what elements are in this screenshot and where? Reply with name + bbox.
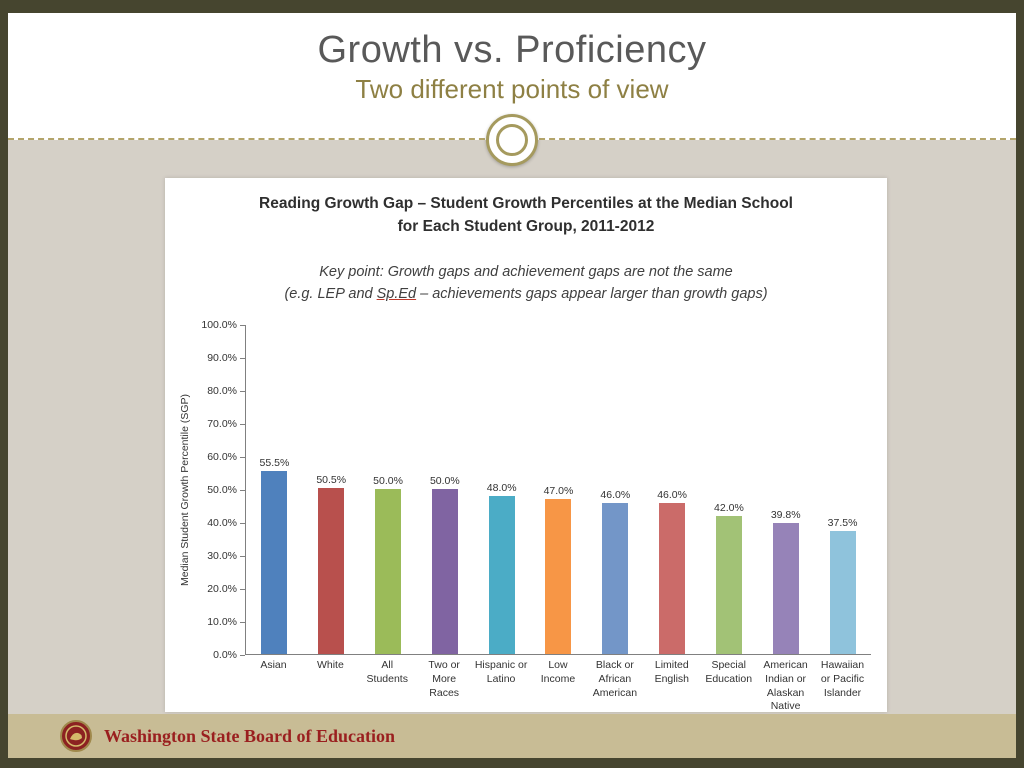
bar	[261, 471, 288, 655]
bar	[715, 515, 742, 655]
y-tick-mark	[240, 589, 245, 591]
bar-chart: Median Student Growth Percentile (SGP) 1…	[173, 319, 879, 714]
bar-group: 39.8%	[757, 325, 814, 655]
bar	[431, 489, 458, 655]
y-tick-mark	[240, 490, 245, 492]
category-label: White	[316, 659, 344, 672]
y-tick-mark	[240, 391, 245, 393]
keypoint-line2: (e.g. LEP and Sp.Ed – achievements gaps …	[173, 283, 879, 305]
bar-group: 48.0%	[473, 325, 530, 655]
y-tick-label: 90.0%	[207, 352, 237, 365]
keypoint-underlined-term: Sp.Ed	[376, 285, 417, 302]
bar-group: 47.0%	[530, 325, 587, 655]
bar-value-label: 39.8%	[770, 509, 801, 522]
wsbe-logo-icon	[60, 720, 92, 752]
y-tick-label: 80.0%	[207, 385, 237, 398]
bar	[659, 502, 686, 655]
bar-group: 50.0%	[360, 325, 417, 655]
circle-ornament-inner	[496, 124, 528, 156]
y-tick-label: 60.0%	[207, 451, 237, 464]
bar-group: 37.5%	[814, 325, 871, 655]
slide-content: Reading Growth Gap – Student Growth Perc…	[8, 140, 1016, 712]
bar-value-label: 50.0%	[429, 475, 460, 488]
bar-group: 46.0%	[587, 325, 644, 655]
category-label: Asian	[260, 659, 287, 672]
slide-title: Growth vs. Proficiency	[317, 29, 707, 71]
slide-footer: Washington State Board of Education	[8, 714, 1016, 758]
footer-org-name: Washington State Board of Education	[104, 725, 396, 746]
y-tick-mark	[240, 556, 245, 558]
category-label: Limited English	[654, 659, 690, 686]
bar-value-label: 48.0%	[486, 482, 517, 495]
category-axis: Asian White All Students Two or More Races H…	[245, 659, 871, 714]
category-label: Special Education	[705, 659, 753, 686]
y-tick-label: 20.0%	[207, 583, 237, 596]
bar-value-label: 46.0%	[600, 488, 631, 501]
bar-group: 55.5%	[246, 325, 303, 655]
chart-title-line2: for Each Student Group, 2011-2012	[397, 218, 655, 236]
y-tick-mark	[240, 457, 245, 459]
bar-value-label: 50.5%	[316, 473, 347, 486]
y-axis: 100.0% 90.0% 80.0% 70.0% 60.0% 50.0% 40.0% 30.0…	[197, 319, 245, 661]
bar	[772, 523, 799, 655]
bar-value-label: 50.0%	[373, 475, 403, 488]
category-label: Two or More Races	[428, 659, 460, 699]
y-tick-label: 70.0%	[207, 418, 237, 431]
category-label: American Indian or Alaskan Native	[763, 659, 808, 713]
circle-ornament	[486, 114, 538, 166]
y-tick-label: 30.0%	[207, 550, 237, 563]
y-tick-label: 50.0%	[207, 484, 237, 497]
bar-value-label: 46.0%	[657, 488, 687, 501]
bar-group: 50.0%	[416, 325, 473, 655]
bar-value-label: 47.0%	[543, 485, 574, 498]
category-label: Low Income	[540, 659, 576, 686]
chart-title: Reading Growth Gap – Student Growth Perc…	[173, 192, 879, 239]
slide: Growth vs. Proficiency Two different poi…	[8, 13, 1016, 758]
chart-keypoint: Key point: Growth gaps and achievement g…	[173, 261, 879, 306]
bar-value-label: 37.5%	[827, 516, 858, 529]
bar-group: 50.5%	[303, 325, 360, 655]
y-tick-label: 10.0%	[207, 616, 237, 629]
plot-area: 55.5% 50.5% 50.0% 50.0% 48.0% 47.0% 46.0% 46.0%…	[245, 325, 871, 656]
bar-value-label: 55.5%	[259, 457, 290, 470]
y-tick-mark	[240, 622, 245, 624]
keypoint-line2-post: – achievements gaps appear larger than g…	[416, 285, 768, 302]
bar-group: 42.0%	[701, 325, 758, 655]
plot-column: 55.5% 50.5% 50.0% 50.0% 48.0% 47.0% 46.0% 46.0%…	[245, 325, 879, 714]
chart-panel: Reading Growth Gap – Student Growth Perc…	[165, 178, 887, 712]
bar	[602, 502, 629, 655]
y-tick-label: 0.0%	[213, 649, 237, 662]
category-label: Hawaiian or Pacific Islander	[820, 659, 865, 699]
y-tick-mark	[240, 655, 245, 657]
slide-subtitle: Two different points of view	[355, 74, 669, 104]
chart-title-line1: Reading Growth Gap – Student Growth Perc…	[259, 195, 793, 212]
bar	[375, 489, 402, 655]
bar	[488, 496, 515, 655]
bar	[318, 487, 345, 655]
bar-group: 46.0%	[644, 325, 701, 655]
y-axis-title: Median Student Growth Percentile (SGP)	[179, 394, 191, 587]
keypoint-line1: Key point: Growth gaps and achievement g…	[319, 263, 733, 280]
y-tick-mark	[240, 523, 245, 525]
bar	[545, 499, 572, 655]
y-tick-label: 40.0%	[207, 517, 237, 530]
category-label: Black or African American	[592, 659, 638, 699]
category-label: Hispanic or Latino	[474, 659, 528, 686]
y-tick-mark	[240, 325, 245, 327]
y-tick-mark	[240, 424, 245, 426]
y-tick-mark	[240, 358, 245, 360]
keypoint-line2-pre: (e.g. LEP and	[284, 285, 377, 302]
y-tick-label: 100.0%	[201, 319, 237, 332]
category-label: All Students	[366, 659, 408, 686]
bar-value-label: 42.0%	[714, 501, 744, 514]
slide-header: Growth vs. Proficiency Two different poi…	[8, 13, 1016, 166]
bar	[829, 530, 856, 655]
